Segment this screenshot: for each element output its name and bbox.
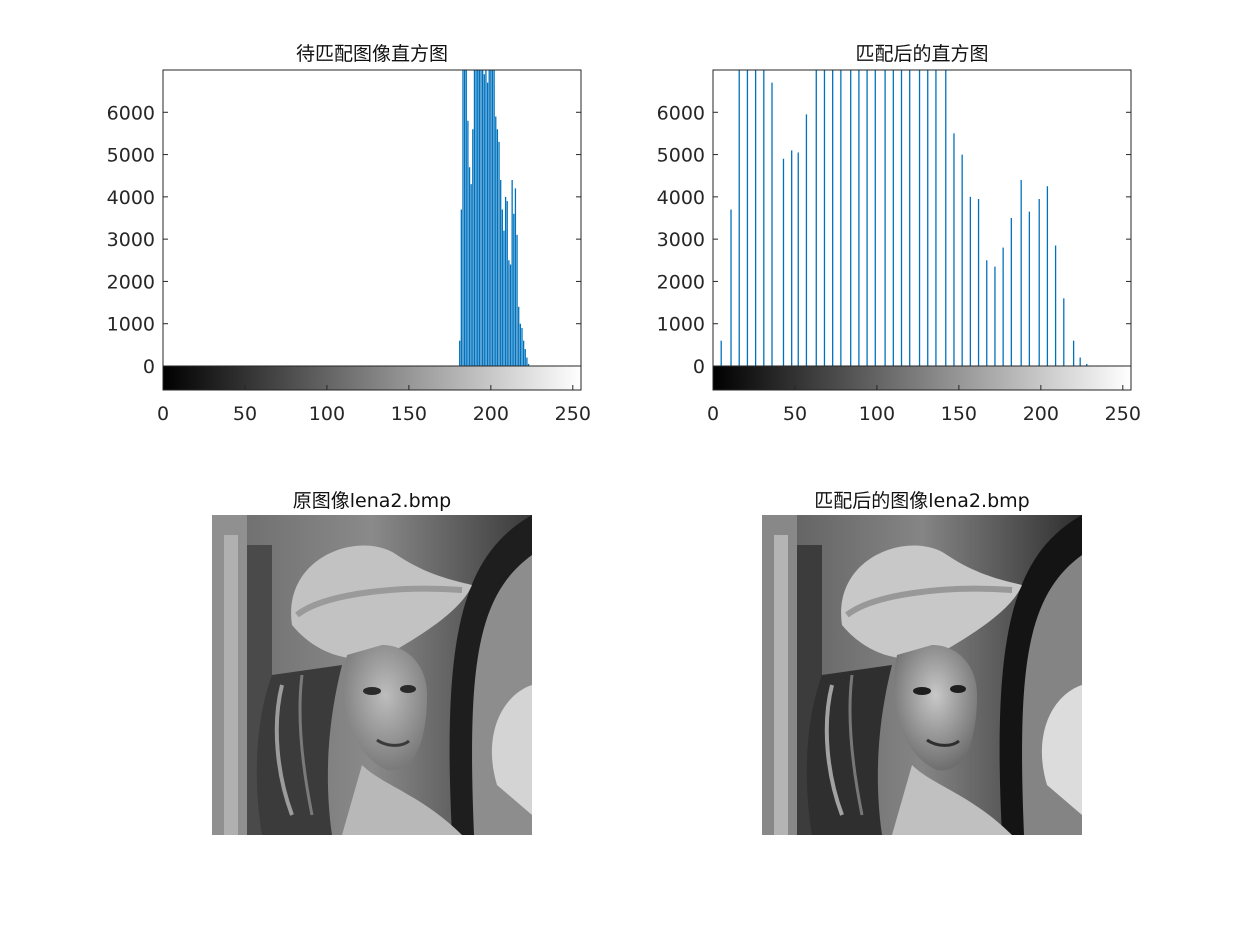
original-lena-image [212, 515, 532, 835]
original-image-title: 原图像lena2.bmp [292, 490, 452, 512]
x-tick-label: 250 [1105, 403, 1141, 425]
y-tick-label: 3000 [657, 229, 705, 251]
chart-title: 匹配后的直方图 [855, 43, 988, 65]
bar-series [720, 70, 1088, 366]
axes-frame [712, 69, 1132, 367]
grayscale-colorbar [162, 365, 582, 391]
y-tick-label: 4000 [657, 187, 705, 209]
x-tick-label: 150 [391, 403, 427, 425]
x-axis: 0 50 100 150 200 250 [157, 385, 591, 425]
y-tick-label: 3000 [107, 229, 155, 251]
x-axis: 0 50 100 150 200 250 [707, 385, 1141, 425]
x-tick-label: 150 [941, 403, 977, 425]
x-tick-label: 200 [473, 403, 509, 425]
chart-title: 待匹配图像直方图 [296, 43, 448, 65]
y-tick-label: 5000 [107, 145, 155, 167]
x-tick-label: 250 [555, 403, 591, 425]
matched-lena-image [762, 515, 1082, 835]
x-tick-label: 0 [707, 403, 719, 425]
y-tick-label: 2000 [657, 271, 705, 293]
y-axis: 0 1000 2000 3000 4000 5000 6000 [107, 102, 581, 378]
x-tick-label: 200 [1023, 403, 1059, 425]
histogram-before-axes: 待匹配图像直方图 0 1000 2000 3000 4000 5000 6000 0 50 10… [107, 43, 591, 425]
y-tick-label: 0 [143, 356, 155, 378]
y-tick-label: 6000 [657, 102, 705, 124]
y-tick-label: 1000 [657, 314, 705, 336]
x-tick-label: 100 [309, 403, 345, 425]
x-tick-label: 100 [859, 403, 895, 425]
y-tick-label: 2000 [107, 271, 155, 293]
y-tick-label: 4000 [107, 187, 155, 209]
matched-image-title: 匹配后的图像lena2.bmp [814, 490, 1030, 512]
x-tick-label: 50 [233, 403, 257, 425]
x-tick-label: 0 [157, 403, 169, 425]
y-tick-label: 6000 [107, 102, 155, 124]
y-axis: 0 1000 2000 3000 4000 5000 6000 [657, 102, 1131, 378]
y-tick-label: 1000 [107, 314, 155, 336]
grayscale-colorbar [712, 365, 1132, 391]
x-tick-label: 50 [783, 403, 807, 425]
y-tick-label: 5000 [657, 145, 705, 167]
bar-series [459, 70, 530, 366]
histogram-after-axes: 匹配后的直方图 0 1000 2000 3000 4000 5000 6000 0 50 100… [657, 43, 1141, 425]
y-tick-label: 0 [693, 356, 705, 378]
